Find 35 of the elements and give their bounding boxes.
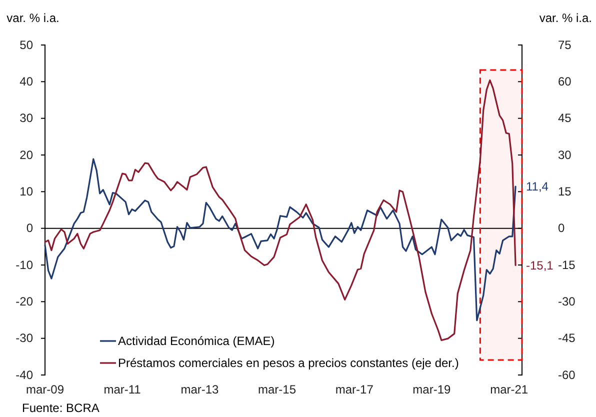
- y-tick-label: 30: [20, 111, 34, 126]
- y2-tick-label: 60: [558, 74, 572, 89]
- legend-label: Préstamos comerciales en pesos a precios constantes (eje der.): [118, 356, 459, 370]
- y-tick-label: -10: [16, 258, 34, 272]
- y-tick-label: 10: [20, 184, 34, 199]
- y2-tick-label: 30: [558, 148, 572, 162]
- y2-tick-label: 75: [558, 38, 572, 52]
- x-tick-label: mar-19: [412, 382, 452, 397]
- y2-tick-label: 15: [558, 184, 572, 199]
- y-tick-label: 40: [20, 74, 34, 89]
- y-tick-label: 50: [20, 38, 34, 52]
- y-tick-label: -20: [16, 294, 34, 309]
- y-tick-label: 20: [20, 148, 34, 162]
- line-series: [44, 158, 516, 322]
- y2-tick-label: -30: [558, 294, 576, 309]
- legend-label: Actividad Económica (EMAE): [118, 334, 275, 348]
- x-tick-label: mar-09: [26, 382, 64, 397]
- y2-tick-label: -15: [558, 258, 576, 272]
- y2-axis-title: var. % i.a.: [539, 11, 592, 25]
- y-tick-label: -30: [16, 331, 34, 346]
- y-tick-label: 0: [26, 221, 34, 236]
- y2-tick-label: -45: [558, 331, 576, 346]
- y2-tick-label: 0: [558, 221, 565, 236]
- source-note: Fuente: BCRA: [22, 401, 100, 415]
- x-tick-label: mar-21: [490, 382, 528, 397]
- x-tick-label: mar-17: [335, 382, 374, 397]
- y-axis-title: var. % i.a.: [6, 11, 60, 25]
- y-tick-label: -40: [16, 368, 34, 382]
- x-tick-label: mar-15: [258, 382, 296, 397]
- y2-tick-label: 45: [558, 111, 572, 126]
- y2-tick-label: -60: [558, 368, 576, 382]
- x-tick-label: mar-11: [104, 382, 142, 397]
- data-label: 11,4: [526, 180, 549, 194]
- data-label: -15,1: [526, 258, 554, 272]
- x-tick-label: mar-13: [180, 382, 220, 397]
